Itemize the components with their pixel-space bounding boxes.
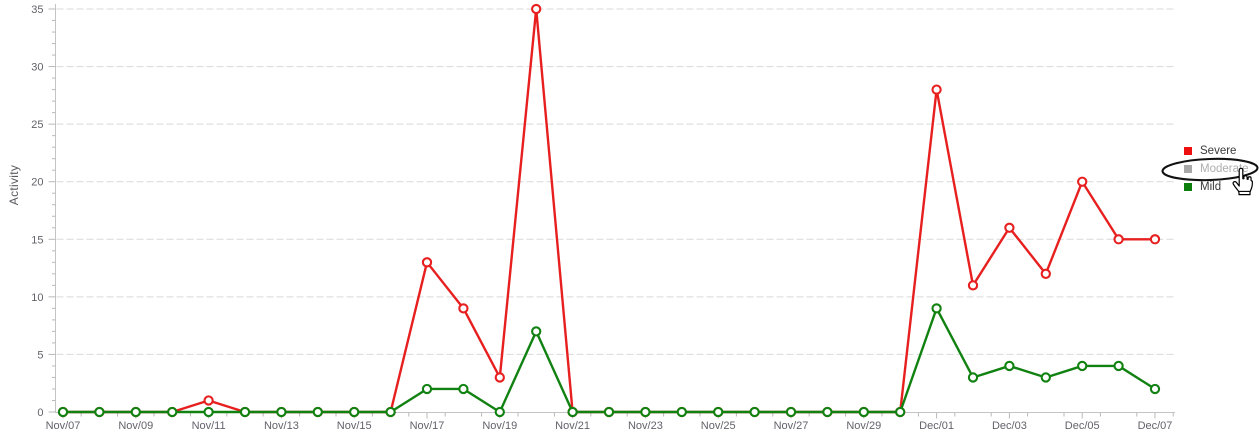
severe-point [531, 3, 542, 15]
x-tick-label: Dec/05 [1065, 420, 1100, 432]
mild-point [895, 406, 906, 418]
severe-point [421, 257, 433, 268]
mild-point [239, 406, 251, 418]
x-tick-label: Nov/17 [410, 420, 445, 432]
mild-point [494, 406, 505, 418]
mild-point [1113, 360, 1124, 372]
legend-label: Moderate [1200, 163, 1249, 175]
mild-point [785, 406, 797, 418]
mild-point [421, 383, 433, 395]
x-tick-label: Nov/27 [774, 420, 809, 432]
legend-label: Mild [1200, 181, 1222, 193]
legend-label: Severe [1200, 145, 1237, 157]
mild-point [567, 406, 578, 418]
severe-point [1040, 268, 1051, 279]
severe-series-line [61, 7, 1157, 414]
mild-point [57, 406, 69, 418]
mild-series-line [61, 307, 1157, 414]
legend-item-severe[interactable]: Severe [1184, 142, 1249, 160]
y-tick-label: 5 [37, 349, 43, 361]
severe-point [494, 372, 505, 383]
severe-point [1004, 222, 1015, 233]
mild-point [276, 406, 287, 418]
y-axis-title: Activity [7, 164, 21, 206]
x-tick-label: Nov/15 [337, 420, 372, 432]
y-tick-label: 20 [31, 177, 43, 189]
severe-point [458, 303, 469, 314]
y-tick-label: 35 [31, 4, 43, 16]
y-tick-label: 30 [31, 62, 43, 74]
x-tick-label: Nov/21 [555, 420, 590, 432]
mild-point [749, 406, 760, 418]
severe-point [203, 395, 214, 406]
x-tick-label: Nov/09 [118, 420, 153, 432]
mild-point [130, 406, 141, 418]
x-tick-label: Dec/07 [1138, 420, 1173, 432]
mild-point [458, 383, 469, 395]
x-tick-label: Dec/03 [992, 420, 1027, 432]
severe-point [967, 280, 979, 291]
legend: Severe Moderate Mild [1184, 142, 1249, 196]
y-tick-label: 0 [37, 407, 43, 419]
x-tick-label: Dec/01 [919, 420, 954, 432]
x-tick-label: Nov/29 [846, 420, 881, 432]
legend-swatch-moderate [1184, 165, 1192, 173]
y-tick-label: 25 [31, 119, 43, 131]
mild-point [640, 406, 651, 418]
mild-point [931, 303, 942, 314]
mild-point [167, 406, 178, 418]
y-tick-label: 10 [31, 292, 43, 304]
y-tick-label: 15 [31, 234, 43, 246]
mild-point [1040, 372, 1051, 383]
x-tick-label: Nov/19 [482, 420, 517, 432]
mild-point [822, 406, 833, 418]
legend-item-mild[interactable]: Mild [1184, 178, 1249, 196]
mild-point [312, 406, 323, 418]
mild-point [967, 372, 979, 383]
mild-point [385, 406, 396, 418]
mild-point [94, 406, 105, 418]
severe-point [1149, 234, 1161, 245]
severe-point [1077, 176, 1088, 187]
x-tick-label: Nov/13 [264, 420, 299, 432]
mild-point [349, 406, 360, 418]
mild-point [203, 406, 214, 418]
mild-point [713, 406, 724, 418]
x-tick-label: Nov/11 [192, 420, 226, 432]
mild-point [858, 406, 869, 418]
mild-point [1004, 360, 1015, 372]
mild-point [1149, 383, 1161, 395]
x-tick-label: Nov/23 [628, 420, 663, 432]
mild-point [1077, 360, 1088, 372]
x-tick-label: Nov/07 [46, 420, 81, 432]
mild-point [676, 406, 687, 418]
severe-point [931, 84, 942, 95]
mild-point [531, 326, 542, 337]
x-tick-label: Nov/25 [701, 420, 736, 432]
legend-swatch-severe [1184, 147, 1192, 155]
severe-point [1113, 234, 1124, 245]
mild-point [603, 406, 615, 418]
legend-item-moderate[interactable]: Moderate [1184, 160, 1249, 178]
legend-swatch-mild [1184, 183, 1192, 191]
